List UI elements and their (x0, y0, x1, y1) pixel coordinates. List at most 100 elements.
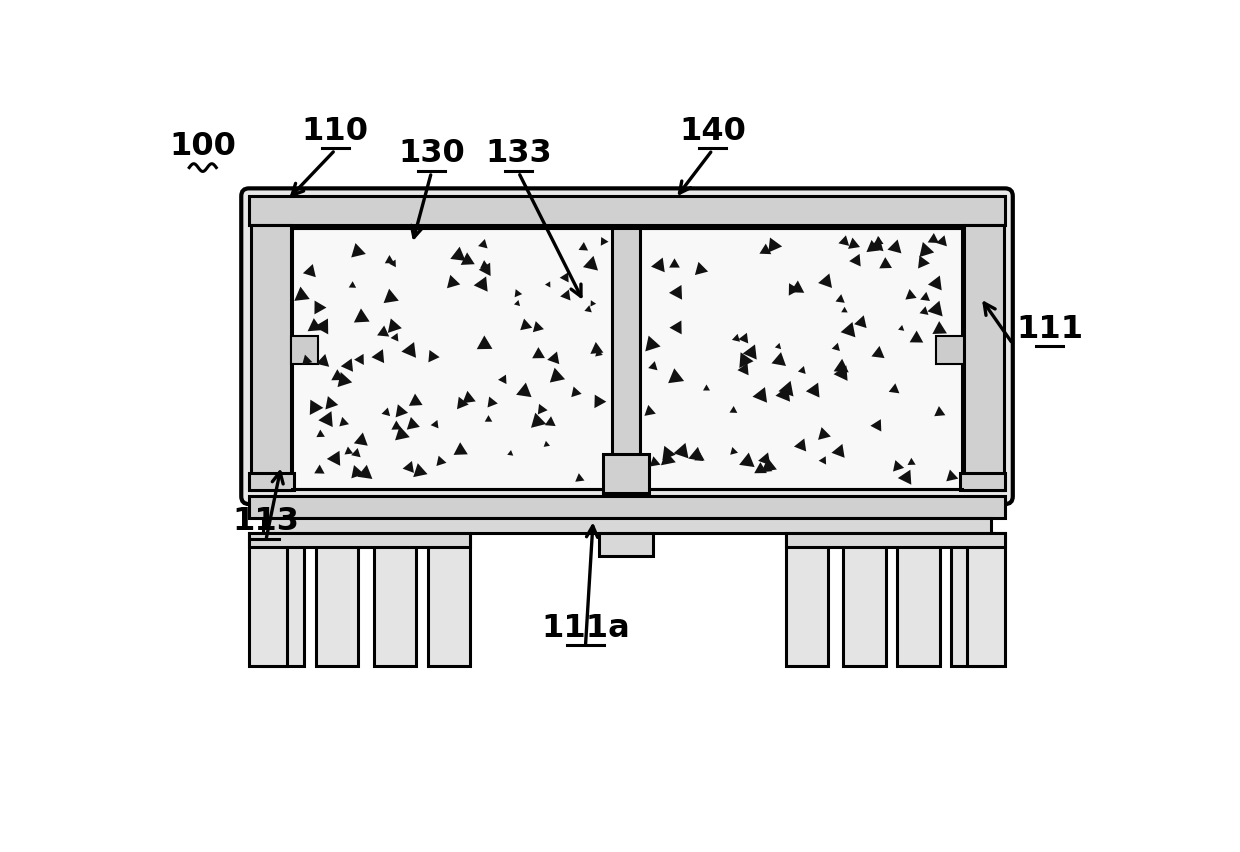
Point (376, 406, 396, 419)
Point (564, 385, 584, 399)
Point (750, 463, 770, 476)
Point (355, 467, 374, 481)
Bar (263, 518, 991, 533)
Point (768, 339, 787, 353)
Point (588, 395, 608, 409)
Bar (786, 533, 1006, 548)
Point (755, 462, 775, 475)
Point (650, 259, 670, 273)
Point (926, 302, 946, 316)
Point (448, 249, 467, 262)
Point (347, 245, 367, 259)
Bar (249, 533, 288, 666)
Point (770, 354, 790, 367)
Point (884, 383, 904, 396)
Point (777, 383, 797, 396)
Point (763, 239, 782, 252)
Point (342, 279, 362, 292)
Point (639, 406, 658, 419)
Point (887, 459, 906, 473)
Point (900, 289, 920, 302)
Point (890, 321, 910, 335)
Point (696, 383, 715, 396)
Point (839, 324, 859, 337)
Text: 113: 113 (232, 506, 299, 537)
Bar (951, 533, 993, 666)
Point (826, 340, 846, 354)
Point (304, 320, 324, 334)
Bar (249, 533, 470, 548)
Point (941, 470, 961, 484)
Point (430, 454, 450, 468)
Point (828, 445, 848, 458)
Point (740, 346, 760, 360)
Text: 133: 133 (485, 138, 552, 170)
Point (392, 428, 412, 441)
Point (494, 372, 513, 386)
Point (868, 347, 888, 360)
Point (291, 289, 311, 302)
Point (456, 254, 476, 268)
Point (587, 343, 606, 356)
Point (914, 305, 934, 319)
Point (541, 416, 560, 429)
Point (405, 394, 425, 408)
Point (847, 254, 867, 268)
Bar (290, 337, 319, 365)
Text: 111a: 111a (541, 612, 630, 643)
Point (346, 447, 366, 461)
Point (317, 412, 337, 426)
Point (582, 257, 601, 271)
Point (389, 404, 409, 417)
Point (734, 332, 754, 346)
Point (386, 419, 405, 433)
Point (423, 350, 443, 364)
Point (383, 320, 403, 333)
Point (538, 278, 558, 291)
Bar (293, 229, 962, 489)
Point (351, 435, 371, 448)
Point (409, 464, 429, 478)
Point (544, 352, 564, 366)
Point (663, 258, 683, 272)
Bar (936, 337, 963, 365)
Point (791, 439, 811, 452)
Bar (249, 474, 294, 491)
Bar (249, 197, 1006, 226)
Point (373, 325, 393, 339)
Point (657, 452, 677, 466)
Point (727, 332, 746, 346)
Point (474, 239, 494, 252)
Point (310, 463, 330, 477)
Point (379, 254, 399, 268)
Point (475, 337, 495, 351)
Bar (316, 533, 358, 666)
Point (527, 320, 547, 334)
Point (507, 297, 527, 311)
Point (691, 263, 711, 277)
Point (334, 415, 353, 429)
Point (863, 240, 883, 254)
Point (312, 320, 332, 334)
Point (582, 296, 601, 310)
Text: 140: 140 (680, 116, 746, 147)
Point (832, 366, 852, 380)
Point (320, 396, 340, 410)
Point (787, 282, 807, 296)
Point (481, 395, 501, 409)
Point (332, 374, 352, 388)
Point (327, 370, 347, 383)
Point (527, 415, 547, 429)
Point (569, 471, 589, 485)
Point (915, 244, 935, 257)
Point (474, 259, 494, 273)
Point (843, 238, 863, 251)
Point (755, 245, 775, 258)
Point (868, 235, 888, 249)
Text: 110: 110 (301, 116, 368, 147)
Point (642, 360, 662, 373)
Point (867, 419, 887, 433)
Point (350, 353, 370, 366)
Point (644, 456, 663, 469)
Point (915, 291, 935, 305)
